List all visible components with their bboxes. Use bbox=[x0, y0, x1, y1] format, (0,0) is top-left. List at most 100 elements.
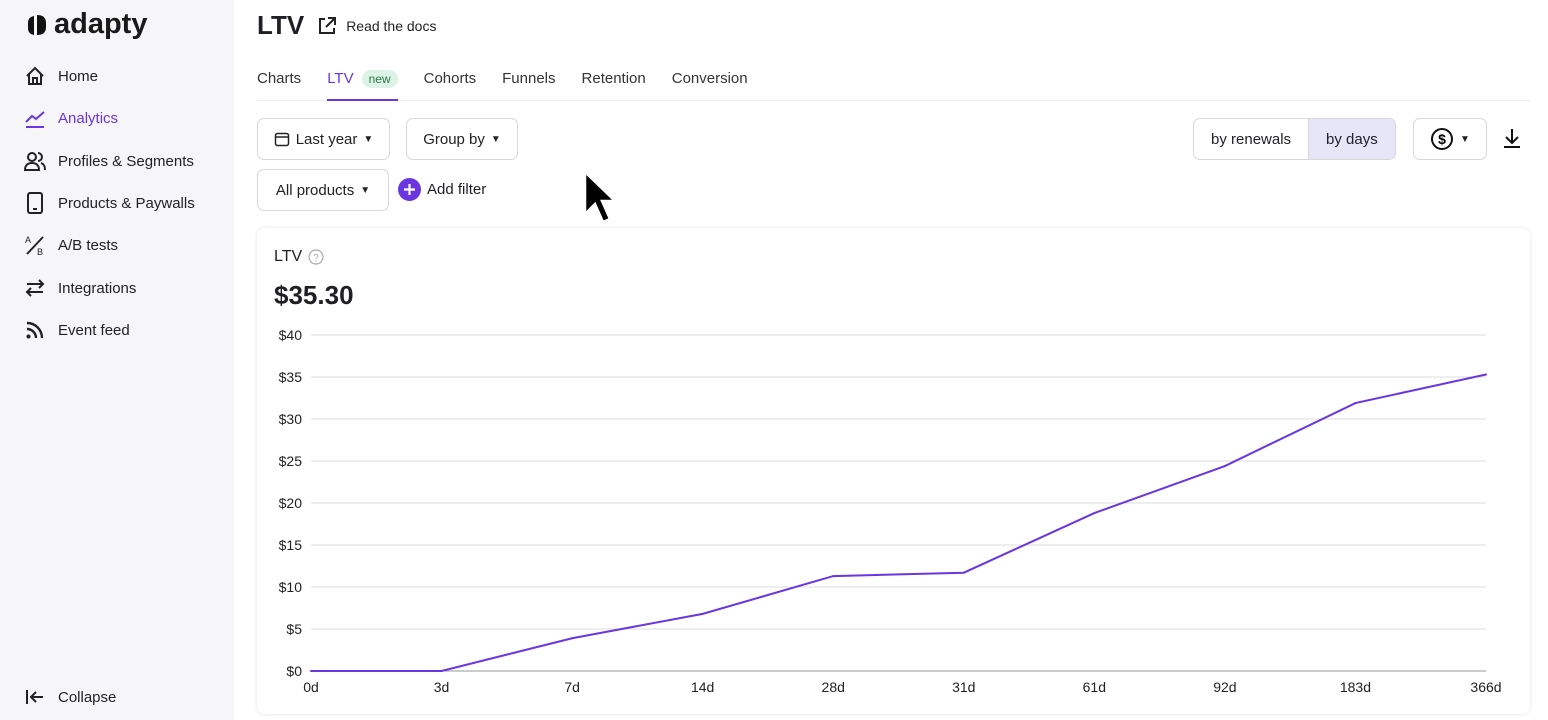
data-point[interactable] bbox=[1223, 465, 1226, 468]
chevron-down-icon: ▼ bbox=[363, 133, 374, 145]
tab-label: Charts bbox=[257, 70, 302, 87]
products-label: All products bbox=[275, 181, 355, 199]
by-days-option[interactable]: by days bbox=[1308, 119, 1395, 159]
x-tick-label: 3d bbox=[434, 679, 450, 695]
collapse-button[interactable]: Collapse bbox=[24, 686, 116, 708]
tab-retention[interactable]: Retention bbox=[582, 66, 646, 101]
data-point[interactable] bbox=[832, 575, 835, 578]
by-renewals-option[interactable]: by renewals bbox=[1211, 130, 1292, 148]
y-tick-label: $0 bbox=[286, 663, 302, 679]
y-tick-label: $10 bbox=[279, 579, 303, 595]
tab-charts[interactable]: Charts bbox=[257, 66, 301, 101]
x-tick-label: 61d bbox=[1083, 679, 1106, 695]
date-range-label: Last year bbox=[295, 130, 358, 148]
tab-cohorts[interactable]: Cohorts bbox=[424, 66, 477, 101]
data-point[interactable] bbox=[701, 612, 704, 615]
tab-label: Conversion bbox=[671, 70, 748, 87]
tab-label: LTV bbox=[327, 70, 354, 87]
y-tick-label: $20 bbox=[279, 495, 303, 511]
sidebar-item-label: Event feed bbox=[58, 321, 130, 339]
tab-ltv[interactable]: LTV new bbox=[327, 66, 398, 101]
tab-funnels[interactable]: Funnels bbox=[502, 66, 555, 101]
data-point[interactable] bbox=[1485, 373, 1487, 376]
calendar-icon bbox=[274, 132, 289, 147]
sidebar-item-label: Home bbox=[58, 67, 99, 85]
data-point[interactable] bbox=[1354, 402, 1357, 405]
plus-circle-icon bbox=[398, 178, 421, 201]
add-filter-button[interactable]: Add filter bbox=[398, 178, 486, 201]
data-point[interactable] bbox=[1093, 512, 1096, 515]
mouse-cursor-icon bbox=[583, 170, 617, 224]
page-title: LTV bbox=[257, 10, 305, 40]
logo[interactable]: adapty bbox=[26, 8, 147, 41]
y-tick-label: $30 bbox=[279, 411, 303, 427]
data-point[interactable] bbox=[962, 571, 965, 574]
ab-test-icon: AB bbox=[25, 235, 44, 256]
group-by-dropdown[interactable]: Group by ▼ bbox=[406, 118, 518, 160]
x-tick-label: 14d bbox=[691, 679, 714, 695]
data-point[interactable] bbox=[571, 637, 574, 640]
feed-icon bbox=[26, 321, 44, 339]
x-tick-label: 183d bbox=[1340, 679, 1371, 695]
products-dropdown[interactable]: All products ▼ bbox=[257, 169, 389, 211]
ltv-value: $35.30 bbox=[274, 280, 354, 310]
y-tick-label: $25 bbox=[279, 453, 303, 469]
group-by-label: Group by bbox=[423, 130, 485, 148]
x-tick-label: 366d bbox=[1470, 679, 1501, 695]
ltv-mode-toggle: by renewals by days bbox=[1193, 118, 1396, 160]
help-icon[interactable]: ? bbox=[308, 249, 324, 265]
add-filter-label: Add filter bbox=[427, 181, 487, 198]
download-icon[interactable] bbox=[1502, 127, 1522, 149]
external-link-icon bbox=[319, 16, 337, 34]
ltv-chart-card: LTV ? $35.30 $0 $5 $10 $15 $20 $25 $30 $35 $40 0d… bbox=[257, 228, 1530, 714]
tab-label: Retention bbox=[581, 70, 646, 87]
currency-dropdown[interactable]: $ ▼ bbox=[1413, 118, 1487, 160]
sidebar-item-event-feed[interactable]: Event feed bbox=[24, 319, 130, 341]
tab-label: Funnels bbox=[502, 70, 556, 87]
x-tick-label: 31d bbox=[952, 679, 975, 695]
sidebar-item-integrations[interactable]: Integrations bbox=[24, 277, 136, 299]
card-title: LTV bbox=[274, 248, 303, 265]
sidebar-item-label: Integrations bbox=[58, 279, 137, 297]
analytics-icon bbox=[25, 111, 45, 128]
sidebar-item-a-b-tests[interactable]: A B A/B tests bbox=[24, 234, 118, 256]
users-icon bbox=[24, 152, 46, 171]
data-point[interactable] bbox=[310, 670, 312, 672]
x-tick-label: 7d bbox=[564, 679, 580, 695]
x-tick-label: 92d bbox=[1213, 679, 1236, 695]
sidebar-item-label: A/B tests bbox=[58, 236, 119, 254]
read-docs-link[interactable]: Read the docs bbox=[316, 15, 436, 37]
chevron-down-icon: ▼ bbox=[360, 184, 371, 196]
svg-text:B: B bbox=[37, 247, 43, 256]
sidebar-item-products-paywalls[interactable]: Products & Paywalls bbox=[24, 192, 195, 214]
x-tick-label: 28d bbox=[822, 679, 845, 695]
y-tick-label: $40 bbox=[279, 327, 303, 343]
chevron-down-icon: ▼ bbox=[490, 133, 501, 145]
x-tick-label: 0d bbox=[303, 679, 319, 695]
new-badge: new bbox=[361, 70, 398, 88]
collapse-icon bbox=[26, 690, 43, 704]
adapty-logo-icon bbox=[28, 14, 46, 35]
tablet-icon bbox=[27, 192, 43, 214]
collapse-label: Collapse bbox=[58, 688, 117, 706]
arrows-icon bbox=[25, 279, 45, 297]
date-range-dropdown[interactable]: Last year ▼ bbox=[257, 118, 390, 160]
y-tick-label: $15 bbox=[279, 537, 303, 553]
dollar-circle-icon: $ bbox=[1431, 128, 1454, 150]
sidebar-item-home[interactable]: Home bbox=[24, 65, 98, 87]
sidebar-item-profiles-segments[interactable]: Profiles & Segments bbox=[24, 150, 194, 172]
brand-name: adapty bbox=[54, 8, 148, 40]
read-docs-label: Read the docs bbox=[346, 17, 437, 34]
tab-bar: Charts LTV new Cohorts Funnels Retention Conve… bbox=[257, 66, 1530, 101]
sidebar-item-label: Profiles & Segments bbox=[58, 152, 194, 170]
ltv-line-chart: $0 $5 $10 $15 $20 $25 $30 $35 $40 0d 3d 7d 14d 28d 31d… bbox=[279, 327, 1502, 695]
svg-text:$: $ bbox=[1438, 131, 1446, 147]
sidebar: adapty Home Analytics Profiles & Segments P… bbox=[0, 0, 234, 720]
sidebar-item-label: Analytics bbox=[58, 109, 119, 127]
ltv-series-line bbox=[311, 373, 1487, 672]
tab-label: Cohorts bbox=[423, 70, 477, 87]
sidebar-item-label: Products & Paywalls bbox=[58, 194, 195, 212]
sidebar-item-analytics[interactable]: Analytics bbox=[24, 107, 118, 129]
data-point[interactable] bbox=[440, 670, 443, 672]
tab-conversion[interactable]: Conversion bbox=[672, 66, 748, 101]
